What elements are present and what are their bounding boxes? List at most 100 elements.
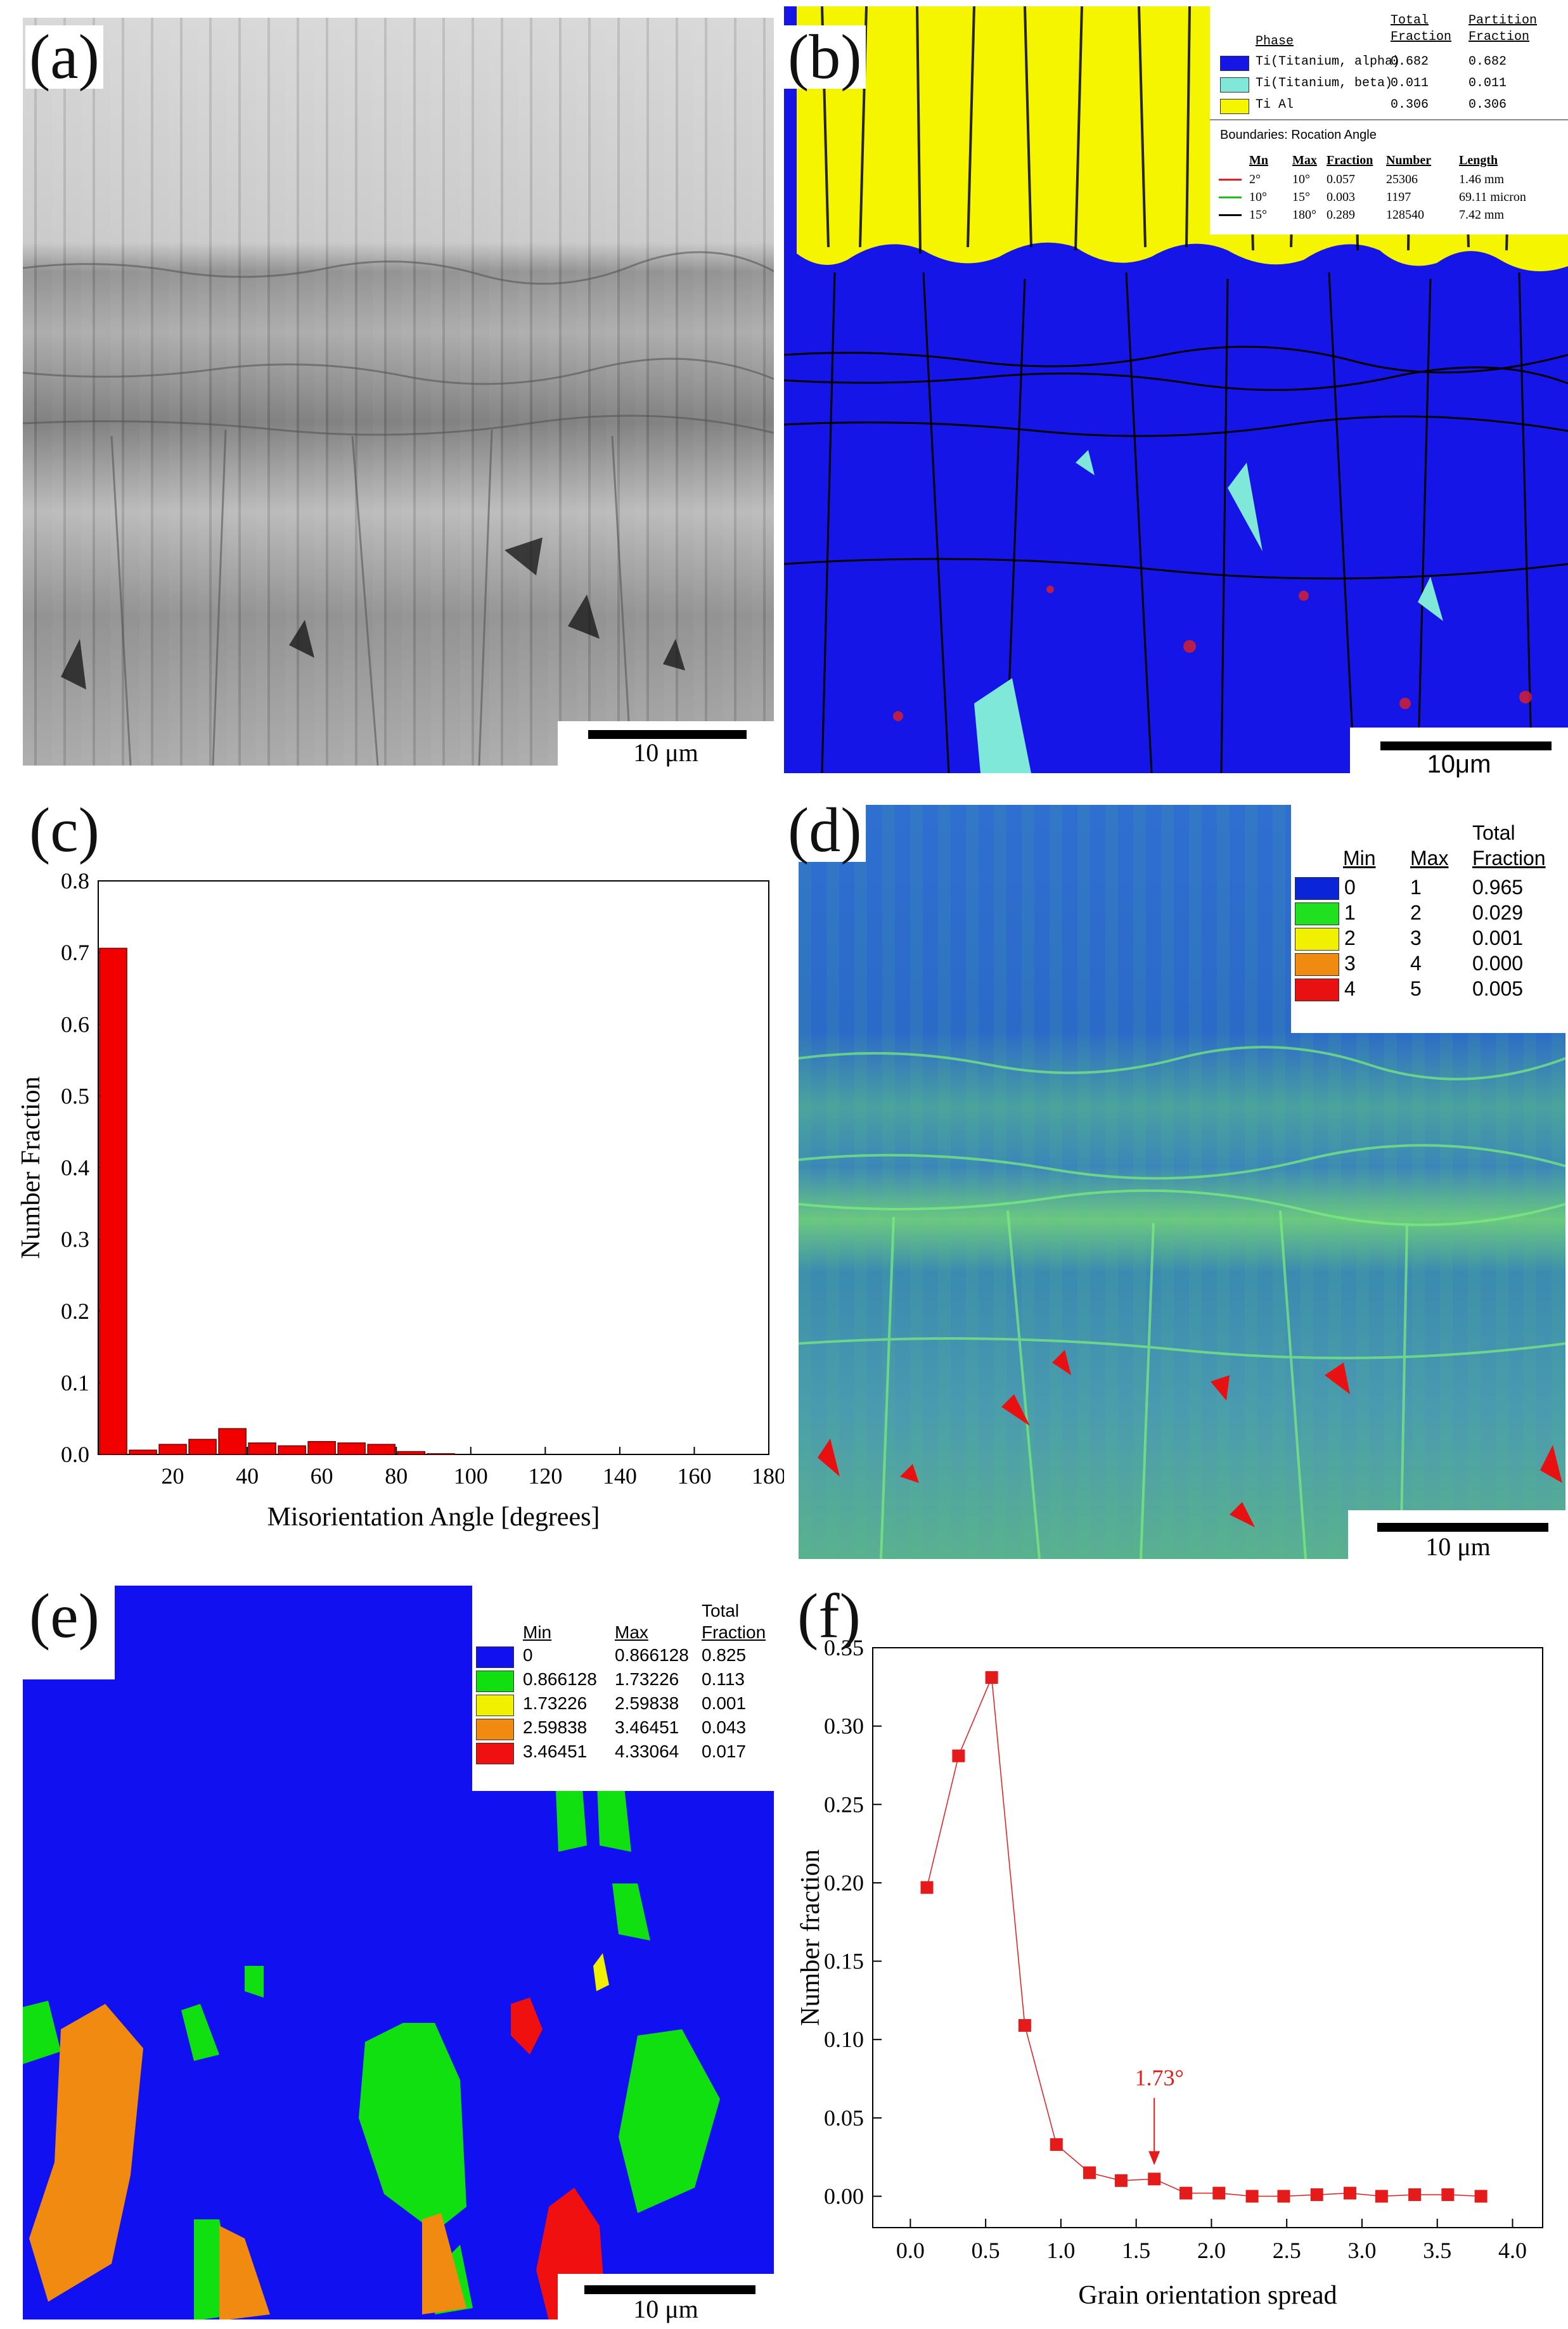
legend-max: 1: [1410, 876, 1422, 899]
panel-d-label: (d): [784, 799, 866, 862]
bar: [278, 1445, 306, 1455]
y-axis-label: Number fraction: [796, 1849, 825, 2026]
y-tick-label: 0.20: [824, 1870, 864, 1896]
boundary-min: 10°: [1249, 190, 1267, 204]
bar: [129, 1449, 157, 1455]
legend-color-swatch: [1295, 877, 1339, 900]
y-tick-label: 0.0: [61, 1442, 89, 1467]
phase-total: 0.682: [1391, 55, 1429, 69]
kam-header-fraction: Fraction: [1472, 847, 1546, 869]
boundary-header-max: Max: [1292, 153, 1317, 167]
phase-swatch: [1220, 77, 1249, 93]
scale-bar-text: 10μm: [1427, 750, 1491, 778]
scale-bar-text: 10 μm: [1425, 1532, 1491, 1561]
x-tick-label: 120: [528, 1463, 562, 1489]
x-tick-label: 40: [236, 1463, 259, 1489]
scale-bar-b: 10μm: [1350, 728, 1568, 780]
legend-fraction: 0.825: [702, 1645, 747, 1665]
boundary-min: 2°: [1249, 172, 1261, 186]
legend-min: 2.59838: [523, 1717, 588, 1737]
kam-header-min: Min: [1343, 847, 1376, 869]
bar: [99, 947, 127, 1455]
x-axis-label: Grain orientation spread: [1078, 2281, 1337, 2310]
scale-bar-e: 10 μm: [558, 2274, 774, 2326]
legend-fraction: 0.043: [702, 1717, 747, 1737]
boundary-fraction: 0.003: [1327, 190, 1355, 204]
bar: [218, 1428, 247, 1455]
y-axis-label: Number Fraction: [16, 1076, 46, 1259]
y-tick-label: 0.15: [824, 1949, 864, 1974]
legend-max: 2: [1410, 901, 1422, 924]
gos-chart: 0.00 0.05 0.10 0.15 0.20 0.25 0.30 0.35 0.0 0.5 1.…: [796, 1635, 1543, 2310]
data-point: [1212, 2186, 1226, 2200]
legend-max: 0.866128: [615, 1645, 689, 1665]
data-point: [1083, 2166, 1096, 2179]
boundary-min: 15°: [1249, 208, 1267, 222]
legend-max: 2.59838: [615, 1693, 679, 1713]
x-tick-label: 0.5: [972, 2238, 1000, 2263]
legend-fraction: 0.029: [1472, 901, 1524, 924]
x-tick-label: 20: [162, 1463, 184, 1489]
kam-texture: [799, 1046, 1565, 1559]
legend-min: 0: [523, 1645, 533, 1665]
grain-texture: [23, 251, 774, 766]
panel-b-label: (b): [784, 25, 866, 89]
panel-a: (a) 10 μm: [0, 0, 784, 767]
boundary-fraction: 0.057: [1327, 172, 1355, 186]
boundary-max: 180°: [1292, 208, 1316, 222]
bar: [367, 1444, 395, 1455]
scale-bar-d: 10 μm: [1348, 1510, 1568, 1562]
y-tick-label: 0.25: [824, 1792, 864, 1817]
y-tick-label: 0.00: [824, 2184, 864, 2209]
kam-map: [799, 805, 1565, 1559]
gos-legend: Min Max Total Fraction 0 0.866128 0.825 0.8…: [472, 1586, 774, 1791]
boundary-max: 10°: [1292, 172, 1310, 186]
bar: [188, 1439, 217, 1455]
x-tick-label: 2.0: [1197, 2238, 1226, 2263]
boundary-length: 69.11 micron: [1459, 190, 1526, 204]
legend-color-swatch: [476, 1719, 514, 1740]
phase-partition: 0.306: [1468, 98, 1507, 112]
boundary-max: 15°: [1292, 190, 1310, 204]
legend-fraction: 0.000: [1472, 952, 1524, 975]
gos-header-max: Max: [615, 1622, 648, 1642]
phase-partition: 0.682: [1468, 55, 1507, 69]
boundary-header-length: Length: [1459, 153, 1498, 167]
legend-color-swatch: [476, 1695, 514, 1716]
data-point: [1277, 2190, 1290, 2203]
boundary-number: 1197: [1386, 190, 1411, 204]
data-point: [1343, 2186, 1356, 2200]
annotation-arrowhead: [1148, 2151, 1160, 2165]
phase-name: Ti(Titanium, alpha): [1256, 55, 1401, 69]
phase-name: Ti(Titanium, beta): [1256, 76, 1393, 91]
x-tick-label: 3.0: [1347, 2238, 1376, 2263]
y-tick-label: 0.05: [824, 2105, 864, 2131]
boundary-length: 7.42 mm: [1459, 208, 1505, 222]
panel-f: 0.00 0.05 0.10 0.15 0.20 0.25 0.30 0.35 0.0 0.5 1.…: [784, 1565, 1568, 2326]
legend-max: 5: [1410, 977, 1422, 1000]
phase-swatch: [1220, 56, 1249, 71]
x-tick-label: 100: [454, 1463, 488, 1489]
legend-color-swatch: [1295, 953, 1339, 976]
legend-max: 3: [1410, 927, 1422, 949]
legend-max: 4.33064: [615, 1742, 679, 1761]
legend-min: 3: [1344, 952, 1356, 975]
boundaries-title: Boundaries: Rocation Angle: [1220, 128, 1377, 142]
x-tick-label: 180: [752, 1463, 784, 1489]
legend-min: 1: [1344, 901, 1356, 924]
data-point: [1148, 2172, 1161, 2186]
data-point: [952, 1749, 965, 1762]
boundary-number: 128540: [1386, 208, 1424, 222]
legend-min: 2: [1344, 927, 1356, 949]
gos-header-fraction: Fraction: [702, 1622, 766, 1642]
plot-frame: [872, 1647, 1543, 2228]
data-point: [1179, 2186, 1193, 2200]
y-tick-label: 0.3: [61, 1227, 89, 1252]
y-tick-label: 0.5: [61, 1083, 89, 1108]
y-tick-label: 0.4: [61, 1155, 89, 1181]
y-tick-label: 0.8: [61, 868, 89, 894]
x-tick-label: 0.0: [896, 2238, 925, 2263]
panel-e-label: (e): [25, 1584, 103, 1648]
legend-min: 0: [1344, 876, 1356, 899]
bar: [158, 1444, 187, 1455]
